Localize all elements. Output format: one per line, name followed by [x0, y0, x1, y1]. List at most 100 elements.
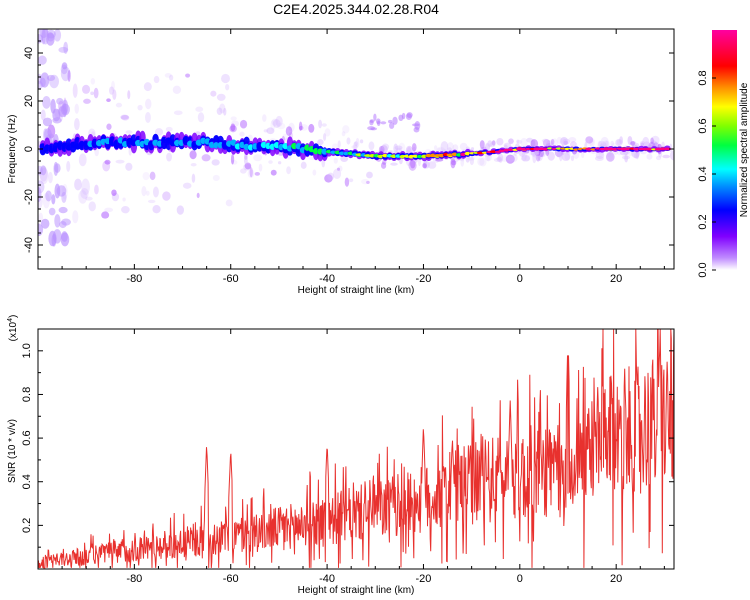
- spectrogram-noise-blob: [353, 141, 357, 152]
- spectrogram-noise-blob: [471, 147, 475, 151]
- spectrogram-noise-blob: [51, 194, 56, 205]
- spectrogram-noise-blob: [411, 143, 417, 152]
- spectrogram-noise-blob: [308, 123, 315, 133]
- spectrogram-noise-blob: [266, 127, 275, 135]
- spectrogram-noise-blob: [247, 169, 255, 178]
- snr-x-tick-label: -60: [223, 573, 239, 585]
- spectrogram-noise-blob: [658, 151, 663, 158]
- spectrogram-noise-blob: [542, 139, 551, 147]
- spectrogram-noise-blob: [53, 29, 62, 42]
- snr-y-tick-label: 0.6: [21, 430, 33, 445]
- spectrogram-noise-blob: [507, 155, 515, 162]
- spectrogram-noise-blob: [392, 116, 398, 125]
- spectrogram-noise-blob: [633, 152, 639, 159]
- spectrogram-noise-blob: [51, 233, 57, 247]
- spectrogram-noise-blob: [212, 174, 220, 182]
- spectrogram-noise-blob: [511, 153, 518, 162]
- spectrogram-noise-blob: [516, 139, 523, 145]
- spectrogram-noise-blob: [78, 153, 87, 167]
- spectrogram-noise-blob: [191, 173, 196, 183]
- spectrogram-noise-blob: [585, 136, 594, 144]
- spectrogram-noise-blob: [122, 197, 126, 202]
- spectrogram-noise-blob: [111, 189, 117, 197]
- spectrogram-noise-blob: [655, 155, 662, 161]
- spectrogram-noise-blob: [366, 180, 370, 184]
- spectrogram-noise-blob: [423, 161, 430, 169]
- spectrogram-noise-blob: [239, 119, 248, 129]
- spectrogram-noise-blob: [422, 163, 427, 169]
- spectrogram-noise-blob: [508, 138, 514, 144]
- spectrogram-y-axis-label: Frequency (Hz): [7, 115, 18, 184]
- spectrogram-noise-blob: [125, 162, 133, 171]
- colorbar-tick-label: 0.8: [697, 70, 709, 85]
- spectrogram-noise-blob: [82, 84, 91, 94]
- spectrogram-noise-blob: [58, 46, 69, 53]
- spectrogram-noise-blob: [153, 75, 160, 84]
- spectrogram-noise-blob: [210, 90, 217, 97]
- spectrogram-noise-blob: [229, 125, 237, 133]
- spectrogram-noise-blob: [61, 62, 68, 70]
- snr-x-axis-label: Height of straight line (km): [298, 585, 415, 596]
- spectrogram-noise-blob: [489, 142, 496, 148]
- figure-title: C2E4.2025.344.02.28.R04: [273, 1, 439, 17]
- spectrogram-noise-blob: [530, 139, 536, 149]
- spectrogram-noise-blob: [556, 152, 562, 159]
- spectrogram-noise-blob: [366, 171, 373, 179]
- spectrogram-noise-blob: [562, 138, 570, 145]
- spectrogram-noise-blob: [286, 166, 291, 175]
- spectrogram-noise-blob: [516, 139, 520, 144]
- spectrogram-noise-blob: [196, 192, 200, 199]
- snr-y-tick-label: 0.4: [21, 474, 33, 489]
- spectrogram-y-tick-label: -20: [23, 189, 35, 205]
- spectrogram-noise-blob: [570, 155, 575, 162]
- spectrogram-noise-blob: [272, 119, 281, 128]
- snr-y-tick-label: 0.8: [21, 387, 33, 402]
- spectrogram-noise-blob: [521, 155, 530, 162]
- spectrogram-noise-blob: [263, 129, 269, 133]
- spectrogram-noise-blob: [143, 82, 152, 92]
- spectrogram-noise-blob: [38, 73, 42, 85]
- spectrogram-noise-blob: [125, 130, 133, 134]
- spectrogram-noise-blob: [152, 204, 161, 214]
- spectrogram-noise-blob: [572, 149, 580, 159]
- snr-y-ticks: 0.2 0.4 0.6 0.8 1.0: [21, 343, 674, 548]
- spectrogram-noise-blob: [338, 165, 343, 172]
- spectrogram-noise-blob: [106, 98, 111, 102]
- spectrogram-noise-blob: [505, 154, 515, 164]
- spectrogram-noise-blob: [172, 85, 182, 94]
- spectrogram-noise-blob: [346, 137, 351, 145]
- spectrogram-noise-blob: [521, 151, 527, 162]
- spectrogram-noise-blob: [66, 160, 71, 172]
- spectrogram-noise-blob: [121, 114, 130, 121]
- snr-y-axis-label: SNR (10 * v/v): [7, 419, 18, 483]
- colorbar-label: Normalized spectral amplitude: [739, 82, 750, 217]
- spectrogram-noise-blob: [61, 218, 71, 226]
- spectrogram-noise-blob: [380, 121, 387, 125]
- spectrogram-noise-blob: [185, 73, 191, 78]
- spectrogram-noise-blob: [269, 138, 277, 142]
- spectrogram-noise-blob: [93, 87, 99, 99]
- spectrogram-noise-blob: [38, 55, 47, 65]
- snr-y-tick-label: 0.2: [21, 518, 33, 533]
- spectrogram-noise-blob: [559, 151, 563, 162]
- spectrogram-noise-blob: [127, 90, 131, 100]
- spectrogram-noise-blob: [540, 152, 546, 158]
- spectrogram-noise-blob: [120, 114, 129, 120]
- spectrogram-noise-blob: [141, 186, 147, 197]
- spectrogram-noise-blob: [561, 152, 571, 161]
- snr-frame: [37, 328, 675, 570]
- spectrogram-noise-blob: [401, 112, 406, 120]
- spectrogram-noise-blob: [52, 108, 61, 122]
- spectrogram-noise-blob: [606, 152, 612, 157]
- spectrogram-noise-blob: [48, 207, 56, 216]
- spectrogram-noise-blob: [271, 118, 279, 126]
- spectrogram-x-tick-label: -40: [319, 273, 335, 285]
- spectrogram-noise-blob: [230, 123, 236, 132]
- spectrogram-noise-blob: [581, 151, 585, 159]
- spectrogram-noise-blob: [111, 80, 115, 92]
- spectrogram-noise-blob: [225, 83, 230, 91]
- spectrogram-noise-blob: [74, 103, 79, 114]
- spectrogram-noise-blob: [239, 131, 245, 137]
- spectrogram-noise-blob: [380, 162, 387, 169]
- spectrogram-noise-blob: [63, 41, 69, 54]
